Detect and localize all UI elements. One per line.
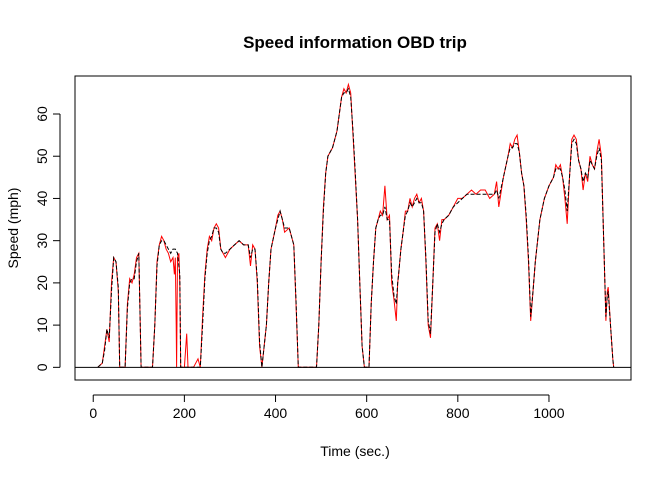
series-layer: [97, 82, 615, 368]
x-tick-label: 800: [446, 405, 470, 421]
y-tick-label: 0: [34, 363, 50, 371]
y-tick-label: 20: [34, 275, 50, 291]
x-tick-label: 200: [173, 405, 197, 421]
x-tick-label: 400: [264, 405, 288, 421]
x-axis-label: Time (sec.): [320, 443, 389, 459]
y-tick-label: 30: [34, 233, 50, 249]
y-tick-label: 50: [34, 148, 50, 164]
chart-title: Speed information OBD trip: [243, 33, 467, 52]
y-axis: 0 10 20 30 40 50 60: [34, 106, 61, 371]
y-tick-label: 10: [34, 317, 50, 333]
x-axis: 0 200 400 600 800 1000: [89, 394, 565, 421]
x-tick-label: 1000: [533, 405, 564, 421]
plot-frame: [74, 75, 632, 381]
y-tick-label: 40: [34, 190, 50, 206]
series-line-2: [97, 87, 615, 368]
series-line-1: [97, 82, 615, 368]
x-tick-label: 600: [355, 405, 379, 421]
y-tick-label: 60: [34, 106, 50, 122]
y-axis-label: Speed (mph): [5, 188, 21, 269]
x-tick-label: 0: [89, 405, 97, 421]
